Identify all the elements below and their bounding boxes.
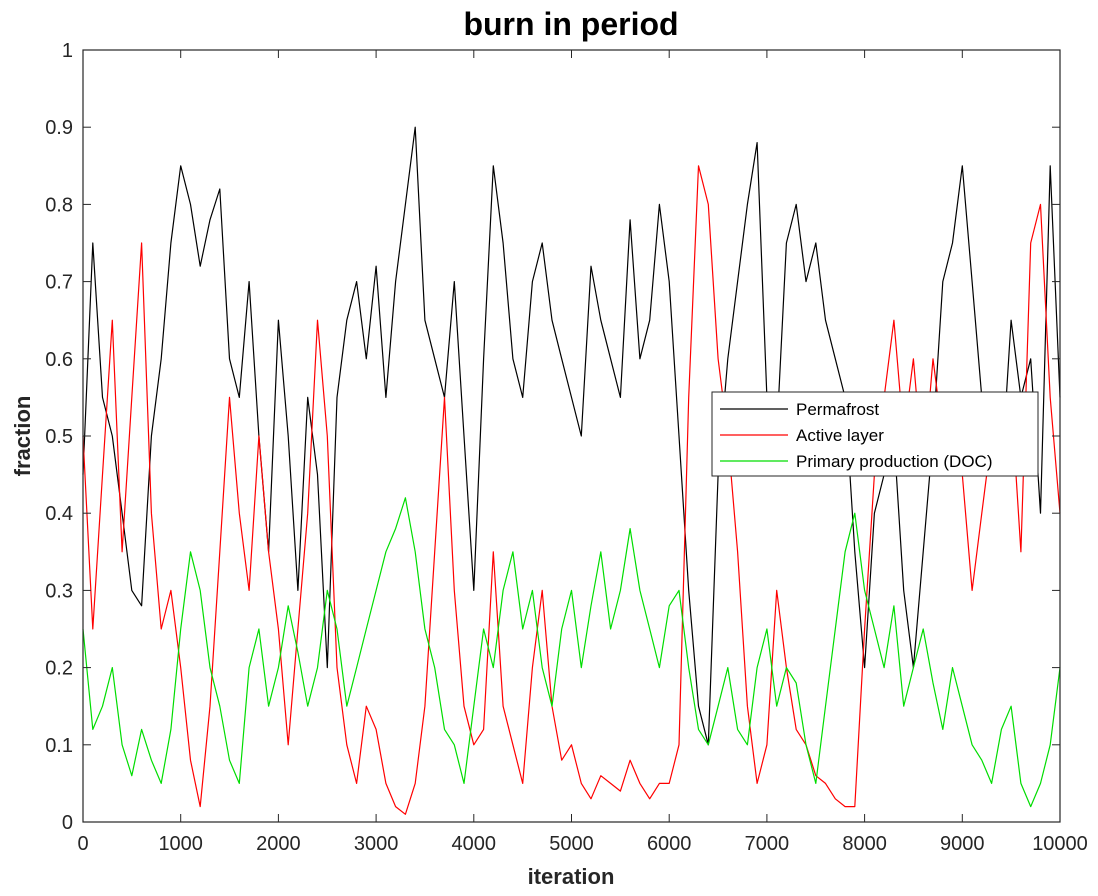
x-tick-label: 1000 (158, 833, 203, 855)
legend-label-active-layer: Active layer (796, 426, 884, 445)
x-tick-label: 7000 (745, 833, 790, 855)
chart-title: burn in period (463, 6, 678, 42)
y-tick-label: 0.2 (45, 658, 73, 680)
x-tick-label: 8000 (842, 833, 887, 855)
y-tick-label: 0.1 (45, 735, 73, 757)
x-tick-label: 3000 (354, 833, 399, 855)
y-tick-label: 0.3 (45, 580, 73, 602)
y-tick-label: 0.9 (45, 117, 73, 139)
x-tick-label: 2000 (256, 833, 301, 855)
x-tick-label: 10000 (1032, 833, 1088, 855)
x-axis-title: iteration (528, 864, 615, 889)
series-line-active-layer (82, 165, 1061, 815)
legend-box (711, 391, 1039, 477)
y-tick-label: 0 (62, 812, 73, 834)
x-tick-label: 9000 (940, 833, 985, 855)
legend-label-permafrost: Permafrost (796, 400, 879, 419)
y-axis: 0 0.1 0.2 0.3 0.4 0.5 0.6 0.7 0.8 0.9 1 (45, 40, 1060, 834)
y-tick-label: 0.7 (45, 272, 73, 294)
y-tick-label: 0.4 (45, 503, 73, 525)
series-line-permafrost (82, 126, 1061, 746)
legend: Permafrost Active layer Primary producti… (711, 391, 1039, 477)
x-tick-label: 6000 (647, 833, 692, 855)
y-tick-label: 0.6 (45, 349, 73, 371)
y-axis-title: fraction (10, 396, 35, 477)
x-tick-label: 5000 (549, 833, 594, 855)
series-line-primary-production-doc (82, 497, 1061, 808)
y-tick-label: 1 (62, 40, 73, 62)
y-tick-label: 0.8 (45, 194, 73, 216)
y-tick-label: 0.5 (45, 426, 73, 448)
x-axis: 0 1000 2000 3000 4000 5000 6000 7000 8000 9000 100… (77, 50, 1088, 855)
x-tick-label: 0 (77, 833, 88, 855)
x-tick-label: 4000 (452, 833, 497, 855)
legend-label-primary-production: Primary production (DOC) (796, 452, 993, 471)
series-layer (82, 126, 1061, 815)
